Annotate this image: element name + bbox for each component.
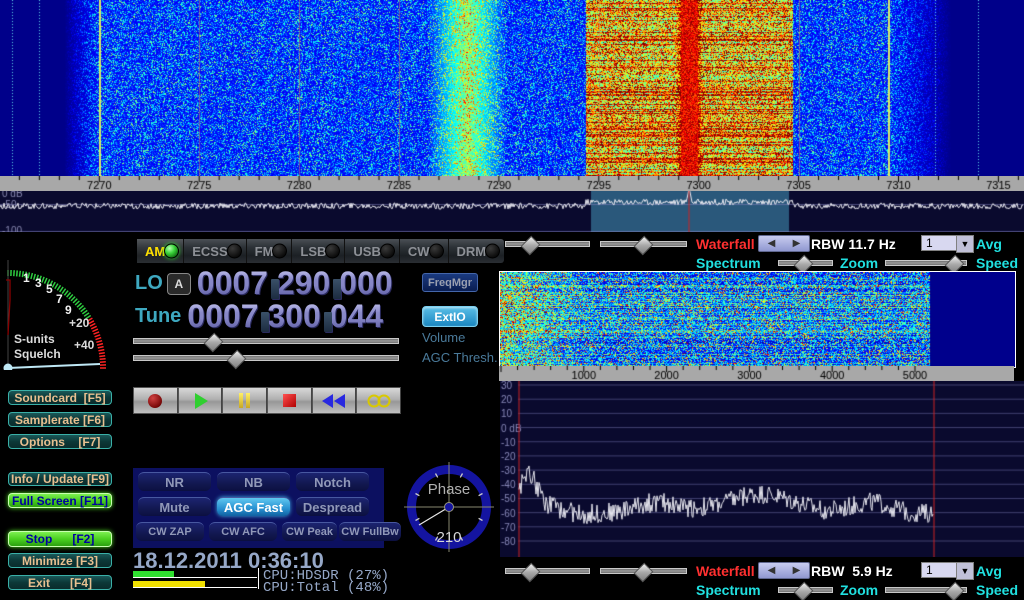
svg-text:+20: +20 bbox=[69, 316, 90, 330]
svg-text:1: 1 bbox=[23, 271, 30, 285]
svg-text:5: 5 bbox=[46, 282, 53, 296]
svg-text:+40: +40 bbox=[74, 338, 95, 352]
svg-text:9: 9 bbox=[65, 303, 72, 317]
svg-text:3: 3 bbox=[35, 276, 42, 290]
svg-text:210: 210 bbox=[436, 529, 461, 546]
svg-text:Squelch: Squelch bbox=[14, 347, 61, 361]
svg-text:Phase: Phase bbox=[428, 481, 471, 498]
svg-text:7: 7 bbox=[56, 292, 63, 306]
svg-text:S-units: S-units bbox=[14, 332, 55, 346]
